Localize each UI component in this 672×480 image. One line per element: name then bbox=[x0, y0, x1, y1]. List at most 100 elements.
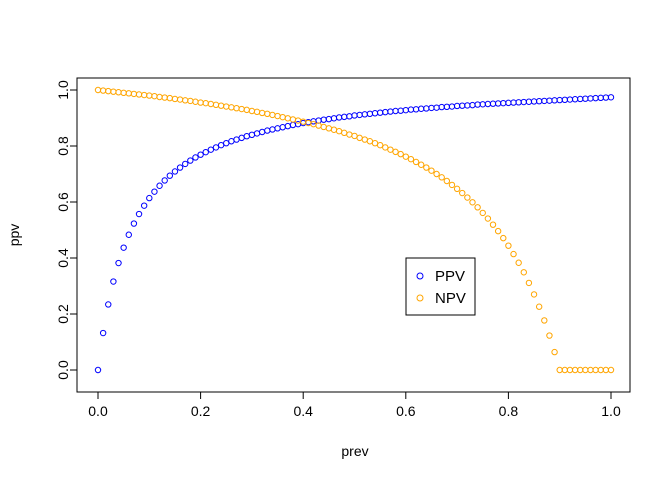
npv-point bbox=[274, 112, 281, 120]
npv-point bbox=[500, 234, 507, 242]
x-tick-label: 0.2 bbox=[191, 403, 211, 419]
ppv-point bbox=[397, 107, 404, 114]
ppv-point bbox=[351, 112, 358, 119]
ppv-point bbox=[99, 329, 107, 337]
npv-point bbox=[192, 98, 199, 105]
ppv-point bbox=[443, 103, 451, 111]
npv-point bbox=[428, 167, 435, 174]
x-tick-label: 0.0 bbox=[88, 403, 108, 419]
ppv-point bbox=[433, 104, 440, 111]
npv-point bbox=[397, 150, 404, 158]
npv-point bbox=[346, 131, 353, 138]
ppv-point bbox=[248, 131, 256, 139]
ppv-point bbox=[361, 111, 368, 118]
legend-label-ppv: PPV bbox=[435, 268, 465, 285]
ppv-point bbox=[156, 182, 163, 189]
ppv-point bbox=[464, 102, 471, 109]
x-tick-label: 1.0 bbox=[601, 403, 621, 419]
npv-point bbox=[182, 97, 189, 104]
ppv-point bbox=[346, 113, 353, 120]
npv-point bbox=[146, 92, 153, 99]
npv-point bbox=[459, 189, 466, 197]
npv-point bbox=[515, 259, 522, 266]
npv-point bbox=[217, 102, 225, 109]
ppv-point bbox=[140, 202, 148, 209]
ppv-point bbox=[602, 94, 610, 101]
npv-point bbox=[448, 181, 456, 189]
y-axis-label: ppv bbox=[6, 224, 22, 247]
npv-point bbox=[556, 366, 563, 374]
npv-point bbox=[248, 107, 256, 115]
ppv-point bbox=[387, 108, 394, 115]
ppv-point bbox=[530, 98, 538, 105]
npv-point bbox=[423, 164, 430, 171]
npv-point bbox=[541, 317, 548, 324]
ppv-point bbox=[264, 127, 271, 134]
npv-point bbox=[294, 117, 302, 124]
ppv-point bbox=[474, 101, 481, 108]
x-tick-label: 0.4 bbox=[293, 403, 313, 419]
ppv-point bbox=[94, 366, 102, 374]
npv-point bbox=[433, 170, 440, 178]
ppv-point bbox=[228, 138, 235, 145]
ppv-point bbox=[520, 98, 527, 106]
npv-point bbox=[125, 90, 132, 97]
npv-point bbox=[464, 194, 471, 201]
npv-point bbox=[356, 134, 363, 142]
npv-point bbox=[233, 105, 240, 112]
y-tick-label: 0.0 bbox=[55, 360, 71, 380]
y-axis: 0.0 0.2 0.4 0.6 0.8 1.0 bbox=[55, 80, 78, 380]
ppv-point bbox=[597, 94, 604, 102]
ppv-point bbox=[535, 98, 543, 105]
ppv-point bbox=[115, 259, 122, 267]
npv-point bbox=[330, 126, 338, 133]
ppv-point bbox=[130, 220, 138, 227]
x-tick-label: 0.6 bbox=[396, 403, 416, 419]
npv-point bbox=[535, 303, 543, 310]
npv-point bbox=[489, 221, 497, 228]
npv-point bbox=[551, 348, 558, 356]
ppv-point bbox=[382, 108, 389, 116]
npv-point bbox=[587, 366, 594, 374]
npv-point bbox=[361, 136, 368, 143]
legend-box bbox=[405, 257, 476, 316]
ppv-point bbox=[166, 172, 174, 179]
ppv-point bbox=[500, 99, 507, 107]
ppv-point bbox=[197, 151, 204, 158]
x-axis-label: prev bbox=[341, 443, 368, 459]
npv-point bbox=[135, 91, 143, 98]
npv-point bbox=[325, 125, 333, 132]
npv-point bbox=[566, 366, 574, 374]
npv-point bbox=[341, 129, 348, 137]
npv-point bbox=[253, 108, 261, 116]
ppv-point bbox=[551, 97, 558, 104]
npv-point bbox=[412, 158, 420, 166]
legend-marker-npv bbox=[416, 294, 424, 302]
y-tick-label: 0.2 bbox=[55, 304, 71, 324]
npv-point bbox=[474, 204, 481, 211]
legend-marker-ppv bbox=[416, 272, 424, 280]
ppv-point bbox=[289, 121, 297, 129]
ppv-point bbox=[320, 116, 327, 123]
npv-point bbox=[582, 366, 589, 374]
ppv-point bbox=[607, 94, 615, 101]
ppv-point bbox=[212, 144, 220, 151]
npv-point bbox=[592, 366, 599, 374]
npv-point bbox=[546, 332, 553, 339]
series-npv bbox=[94, 86, 615, 374]
ppv-point bbox=[587, 95, 594, 102]
ppv-point bbox=[371, 110, 379, 117]
npv-point bbox=[161, 94, 168, 101]
legend: PPV NPV bbox=[405, 257, 476, 316]
plot-box bbox=[76, 77, 631, 393]
ppv-point bbox=[335, 114, 343, 121]
npv-point bbox=[110, 88, 117, 95]
ppv-point bbox=[151, 188, 158, 195]
npv-point bbox=[151, 92, 158, 100]
y-tick-label: 0.8 bbox=[55, 136, 71, 156]
npv-point bbox=[264, 110, 271, 118]
ppv-point bbox=[217, 141, 225, 149]
ppv-point bbox=[423, 105, 430, 112]
npv-point bbox=[335, 127, 343, 135]
ppv-point bbox=[187, 157, 194, 164]
